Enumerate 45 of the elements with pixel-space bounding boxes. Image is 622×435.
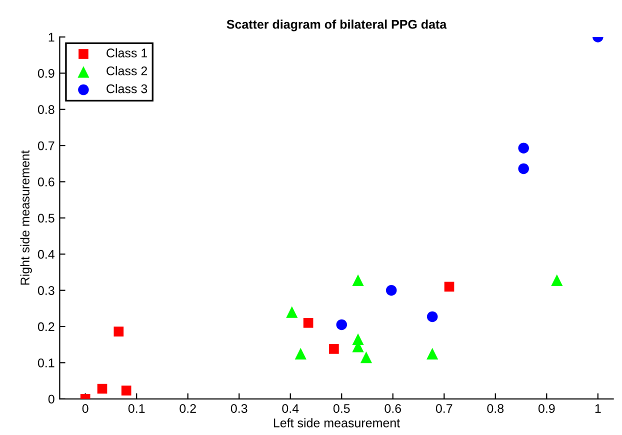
x-axis-title: Left side measurement xyxy=(274,418,400,428)
point xyxy=(518,142,529,154)
point xyxy=(121,386,132,396)
y-tick-label: 0.4 xyxy=(38,250,54,259)
y-axis-title: Right side measurement xyxy=(20,150,32,285)
point xyxy=(386,284,397,296)
chart-title: Scatter diagram of bilateral PPG data xyxy=(226,20,447,32)
point xyxy=(294,348,306,360)
y-tick-label: 0.5 xyxy=(38,214,54,223)
point xyxy=(303,318,314,328)
x-tick-label: 0.3 xyxy=(230,404,248,413)
x-tick-label: 0.8 xyxy=(487,404,504,413)
y-tick-label: 0.8 xyxy=(38,105,54,114)
point xyxy=(360,351,372,364)
y-tick-label: 0.7 xyxy=(38,141,54,150)
y-tick-label: 1 xyxy=(48,32,54,42)
legend-label: Class 3 xyxy=(106,84,148,94)
y-tick-label: 0.3 xyxy=(38,286,54,295)
x-tick-label: 0 xyxy=(82,404,88,413)
y-tick-label: 0.1 xyxy=(38,358,54,368)
point xyxy=(336,319,348,330)
legend-label: Class 2 xyxy=(106,66,148,76)
y-tick-label: 0 xyxy=(48,394,54,404)
point xyxy=(426,311,438,322)
point xyxy=(551,274,563,286)
y-tick-label: 0.9 xyxy=(38,68,54,78)
x-tick-label: 0.1 xyxy=(128,404,145,413)
x-tick-label: 0.7 xyxy=(436,404,452,413)
x-tick-label: 0.4 xyxy=(282,404,299,413)
y-tick-label: 0.2 xyxy=(38,322,54,332)
x-tick-label: 0.5 xyxy=(333,404,350,413)
point xyxy=(114,326,124,336)
y-tick-label: 0.6 xyxy=(38,178,54,186)
point xyxy=(518,163,529,174)
point xyxy=(97,384,108,394)
point xyxy=(352,274,364,286)
point xyxy=(286,306,298,318)
point xyxy=(444,282,454,292)
x-tick-label: 0.9 xyxy=(538,404,555,413)
x-tick-label: 0.2 xyxy=(180,404,196,413)
x-tick-label: 0.6 xyxy=(384,404,402,413)
x-tick-label: 1 xyxy=(595,404,601,413)
legend-label: Class 1 xyxy=(106,48,148,58)
point xyxy=(329,344,339,354)
point xyxy=(426,348,438,360)
